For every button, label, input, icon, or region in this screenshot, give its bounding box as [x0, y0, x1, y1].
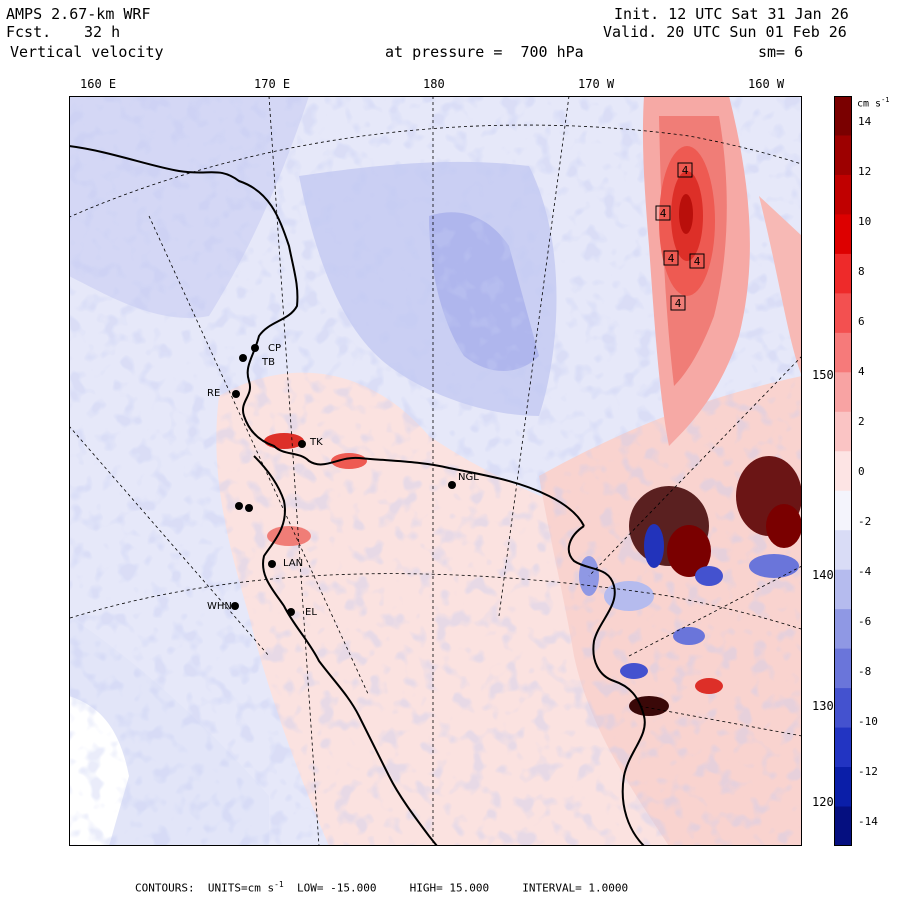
station-label-re: RE — [207, 388, 221, 399]
colorbar-swatch — [834, 214, 852, 255]
lon-label-170e: 170 E — [254, 77, 291, 91]
lon-label-170w: 170 W — [578, 77, 615, 91]
colorbar-swatch — [834, 174, 852, 215]
colorbar-tick-label: 14 — [858, 115, 872, 128]
station-dot-el — [287, 608, 295, 616]
coastline — [69, 145, 646, 846]
vertical-velocity-map: 4 4 4 4 4 — [69, 96, 802, 846]
station-label-whn: WHN — [207, 601, 232, 612]
station-dot-tb — [239, 354, 247, 362]
colorbar-swatch — [834, 451, 852, 492]
colorbar-tick-label: -4 — [858, 565, 872, 578]
colorbar-swatch — [834, 806, 852, 846]
colorbar-tick-label: 0 — [858, 465, 865, 478]
colorbar-swatch — [834, 293, 852, 334]
contour-label-4e: 4 — [675, 297, 682, 310]
colorbar-tick-label: -8 — [858, 665, 872, 678]
colorbar-swatch — [834, 96, 852, 136]
station-label-tb: TB — [262, 357, 275, 368]
colorbar-tick-label: 6 — [858, 315, 865, 328]
colorbar-swatch — [834, 648, 852, 689]
init-time: Init. 12 UTC Sat 31 Jan 26 — [614, 5, 849, 23]
colorbar-tick-label: 2 — [858, 415, 865, 428]
pressure-level: at pressure = 700 hPa — [385, 43, 584, 61]
colorbar-swatch — [834, 767, 852, 808]
colorbar-tick-label: 12 — [858, 165, 872, 178]
contour-info: CONTOURS: UNITS=cm s-1 LOW= -15.000 HIGH… — [135, 880, 629, 895]
colorbar-swatch — [834, 609, 852, 650]
colorbar-swatch — [834, 332, 852, 373]
positive-maximum — [642, 96, 802, 446]
colorbar-tick-label: 8 — [858, 265, 865, 278]
station-dot-whn — [231, 602, 239, 610]
colorbar-swatch — [834, 411, 852, 452]
colorbar-tick-label: 4 — [858, 365, 865, 378]
contour-label-4c: 4 — [668, 252, 675, 265]
station-dot-ngl — [448, 481, 456, 489]
colorbar-tick-label: -10 — [858, 715, 878, 728]
lon-label-160w: 160 W — [748, 77, 785, 91]
lon-label-160e: 160 E — [80, 77, 117, 91]
latitude-circles — [69, 124, 802, 630]
station-label-ngl: NGL — [458, 472, 479, 483]
colorbar-tick-label: -6 — [858, 615, 872, 628]
contour-label-4a: 4 — [682, 164, 689, 177]
station-dot-tk — [298, 440, 306, 448]
model-title: AMPS 2.67-km WRF — [6, 5, 151, 23]
station-label-tk: TK — [310, 437, 323, 448]
contour-labels: 4 4 4 4 4 — [655, 162, 705, 311]
colorbar-swatch — [834, 530, 852, 571]
colorbar-units: cm s-1 — [857, 96, 890, 110]
colorbar-swatch — [834, 569, 852, 610]
colorbar — [834, 96, 852, 846]
station-label-cp: CP — [268, 343, 282, 354]
contour-label-4d: 4 — [694, 255, 701, 268]
smoothing-value: sm= 6 — [758, 43, 804, 61]
station-dot-a — [245, 504, 253, 512]
colorbar-swatch — [834, 727, 852, 768]
colorbar-swatch — [834, 372, 852, 413]
field-name: Vertical velocity — [10, 43, 164, 61]
map-frame — [69, 96, 802, 846]
colorbar-frame — [834, 96, 852, 846]
colorbar-swatch — [834, 253, 852, 294]
station-label-lan: LAN — [283, 558, 304, 569]
station-dot-b — [235, 502, 243, 510]
station-dot-cp — [251, 344, 259, 352]
station-dot-re — [232, 390, 240, 398]
forecast-hour: 32 h — [84, 23, 121, 41]
colorbar-tick-label: -12 — [858, 765, 878, 778]
colorbar-tick-label: -2 — [858, 515, 872, 528]
colorbar-swatch — [834, 135, 852, 176]
valid-time: Valid. 20 UTC Sun 01 Feb 26 — [603, 23, 847, 41]
forecast-label: Fcst. — [6, 23, 52, 41]
station-dot-lan — [268, 560, 276, 568]
colorbar-tick-label: -14 — [858, 815, 878, 828]
longitude-lines — [69, 96, 802, 846]
colorbar-swatch — [834, 688, 852, 729]
colorbar-tick-label: 10 — [858, 215, 872, 228]
lon-label-180: 180 — [423, 77, 445, 91]
station-label-el: EL — [305, 607, 317, 618]
contour-label-4b: 4 — [660, 207, 667, 220]
colorbar-swatch — [834, 490, 852, 531]
station-markers — [231, 344, 456, 616]
